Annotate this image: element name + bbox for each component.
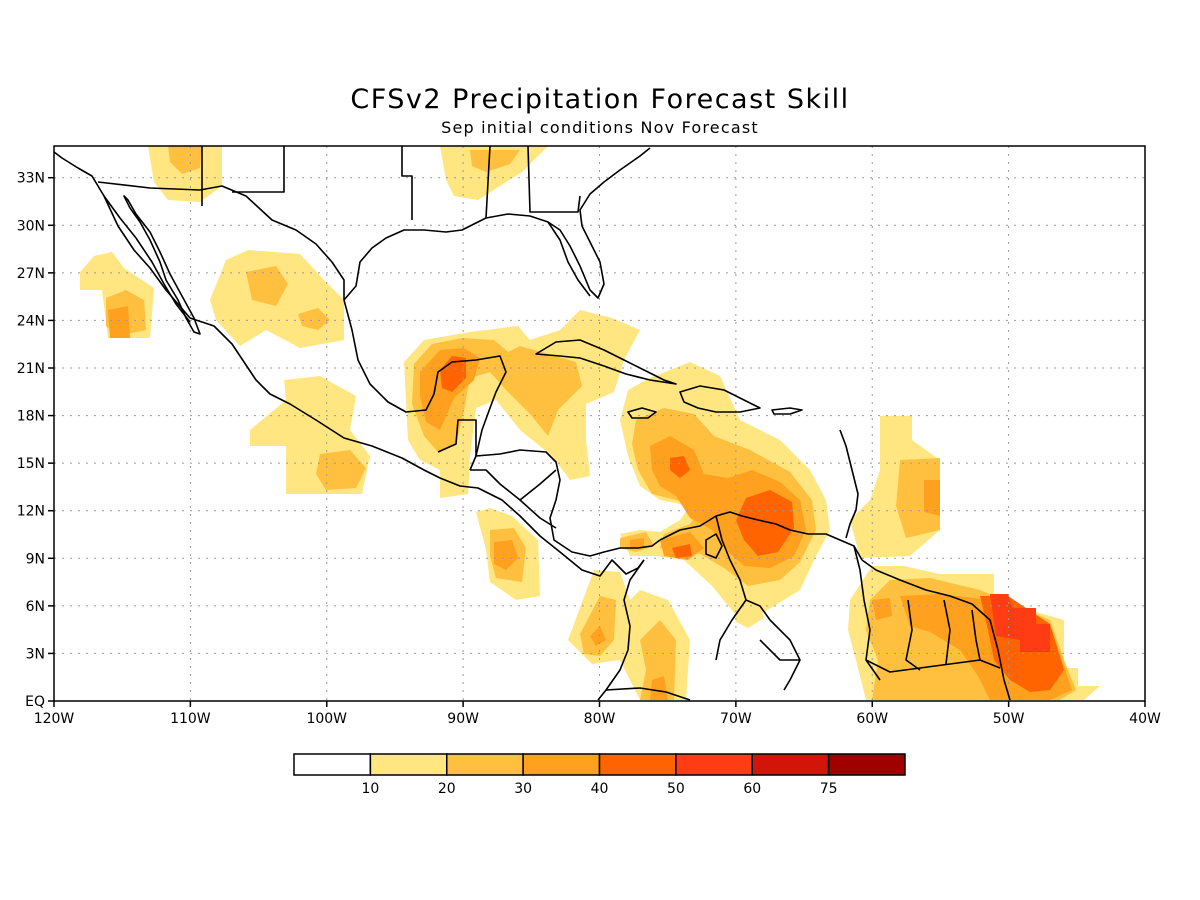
skill-blob-colombia-coast50 [672,544,692,558]
lat-tick-label: 18N [17,409,45,425]
coast-mexico-pacific [54,151,645,577]
colorbar-label: 20 [438,781,456,797]
coast-gulf-mexico [343,147,651,301]
skill-blob-seus [440,146,548,200]
border-brazil-north [865,659,1001,673]
map-subtitle: Sep initial conditions Nov Forecast [441,118,759,137]
skill-blob-col-pacific-core [580,596,616,656]
skill-blob-col-pacific-40b [650,676,668,700]
skill-blob-caribbean-50 [670,456,690,478]
skill-blob-venezuela-south [736,600,764,628]
lon-tick-label: 80W [584,711,616,727]
gridlines [54,146,1145,701]
colorbar-swatch [293,753,372,776]
skill-blob-pacmex-core [316,450,366,490]
coast-colombia-venezuela [659,511,863,561]
skill-blob-col-pacific-40 [590,626,606,646]
lat-tick-label: 9N [26,551,45,567]
coast-mexico-gulf-south [343,299,507,471]
lat-tick-label: 21N [17,361,45,377]
colorbar: 10 20 30 40 50 60 75 [293,753,906,797]
skill-blob-mexico-core2 [298,308,330,330]
colorbar-swatch [446,753,524,776]
border-central-america [470,469,557,529]
skill-blob-ca-pacific-max [494,540,518,570]
coastlines [54,146,1011,701]
skill-blob-swus-core [168,146,202,174]
colorbar-label: 60 [743,781,761,797]
colorbar-swatch [751,753,830,776]
map-title: CFSv2 Precipitation Forecast Skill [350,84,850,115]
skill-blob-baja-max [108,306,130,338]
colorbar-label: 75 [820,781,838,797]
coast-lake-maracaibo [705,533,723,559]
skill-blob-caribbean-50b [736,490,794,556]
lon-tick-label: 70W [720,711,752,727]
skill-blob-panama-core [630,538,644,548]
border-us-south [401,146,581,220]
border-colombia-brazil [759,639,800,661]
colorbar-swatch [675,753,753,776]
lesser-antilles [839,429,859,539]
lat-tick-label: 3N [26,646,45,662]
colorbar-swatch [522,753,601,776]
skill-blob-guiana-60 [990,594,1050,652]
lon-tick-label: 100W [306,711,347,727]
lat-tick-label: 15N [17,456,45,472]
coast-colombia-pacific [597,559,645,701]
skill-blob-atlantic-30 [896,458,940,538]
skill-blob-seus-core [470,150,520,172]
skill-blob-mexico-core [246,266,288,306]
lat-tick-label: 27N [17,266,45,282]
skill-blob-atlantic-40 [924,480,940,516]
coast-gulf-of-california [103,195,191,323]
colorbar-label: 40 [591,781,609,797]
coast-puerto-rico [771,407,803,415]
lat-tick-label: 24N [17,313,45,329]
lat-tick-label: 33N [17,171,45,187]
lon-tick-label: 110W [170,711,211,727]
border-us-mexico [97,181,345,300]
colorbar-label: 30 [514,781,532,797]
skill-blob-amazon-delta [876,680,960,700]
coast-florida [547,221,591,297]
coast-guianas [861,559,1011,701]
border-us-west [201,146,285,206]
lon-tick-label: 60W [856,711,888,727]
coast-baja [123,195,201,335]
colorbar-swatch [598,753,677,776]
coast-central-america-carib [475,449,661,557]
coast-jamaica [627,407,657,419]
lat-tick-label: 30N [17,218,45,234]
lat-tick-label: EQ [25,694,45,710]
coast-cuba [535,339,677,385]
lon-tick-label: 50W [993,711,1025,727]
lon-tick-label: 40W [1129,711,1161,727]
skill-blob-guiana-40b [872,598,892,620]
lon-tick-label: 90W [447,711,479,727]
lon-tick-label: 120W [34,711,75,727]
border-colombia-venezuela [715,515,801,691]
latitude-axis: EQ 3N 6N 9N 12N 15N 18N 21N 24N 27N 30N 33N [17,171,54,710]
colorbar-swatch [369,753,448,776]
lat-tick-label: 6N [26,599,45,615]
border-venezuela-guyana [853,545,881,681]
border-ecuador-peru [605,687,691,701]
border-guatemala [437,419,477,456]
border-guyana-suriname [905,599,981,671]
coast-hispaniola [679,385,761,413]
skill-blob-col-pacific-core2 [640,620,676,700]
longitude-axis: 120W 110W 100W 90W 80W 70W 60W 50W 40W [34,701,1161,727]
colorbar-label: 50 [667,781,685,797]
lat-tick-label: 12N [17,504,45,520]
colorbar-label: 10 [361,781,379,797]
colorbar-swatch [827,753,906,776]
